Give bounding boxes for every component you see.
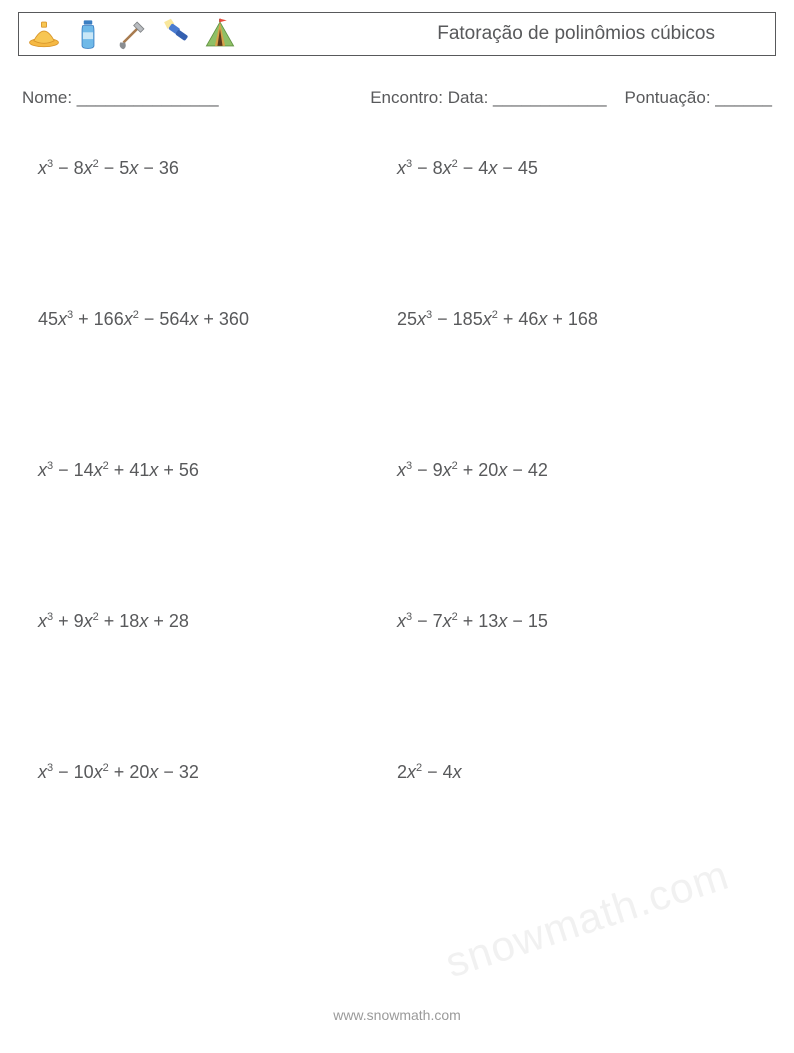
problem: x3 + 9x2 + 18x + 28 [38, 611, 397, 632]
problem: 25x3 − 185x2 + 46x + 168 [397, 309, 756, 330]
problem: 45x3 + 166x2 − 564x + 360 [38, 309, 397, 330]
date-field: Encontro: Data: ____________ [370, 88, 606, 108]
info-right: Encontro: Data: ____________ Pontuação: … [370, 88, 772, 108]
worksheet-title: Fatoração de polinômios cúbicos [437, 23, 755, 45]
problem-row: x3 − 14x2 + 41x + 56x3 − 9x2 + 20x − 42 [38, 460, 756, 481]
flashlight-icon [159, 17, 193, 51]
info-row: Nome: _______________ Encontro: Data: __… [22, 88, 772, 108]
problem: x3 − 8x2 − 4x − 45 [397, 158, 756, 179]
problem-row: x3 − 10x2 + 20x − 322x2 − 4x [38, 762, 756, 783]
problem: x3 − 9x2 + 20x − 42 [397, 460, 756, 481]
header-box: Fatoração de polinômios cúbicos [18, 12, 776, 56]
problem: x3 − 10x2 + 20x − 32 [38, 762, 397, 783]
score-field: Pontuação: ______ [625, 88, 772, 108]
name-field: Nome: _______________ [22, 88, 219, 108]
problem-row: 45x3 + 166x2 − 564x + 36025x3 − 185x2 + … [38, 309, 756, 330]
problem-row: x3 + 9x2 + 18x + 28x3 − 7x2 + 13x − 15 [38, 611, 756, 632]
bottle-icon [71, 17, 105, 51]
shovel-icon [115, 17, 149, 51]
problem-row: x3 − 8x2 − 5x − 36x3 − 8x2 − 4x − 45 [38, 158, 756, 179]
problem: x3 − 7x2 + 13x − 15 [397, 611, 756, 632]
tent-icon [203, 17, 237, 51]
problem: 2x2 − 4x [397, 762, 756, 783]
footer-url: www.snowmath.com [0, 1007, 794, 1023]
problem: x3 − 8x2 − 5x − 36 [38, 158, 397, 179]
icon-strip [27, 17, 237, 51]
watermark: snowmath.com [439, 851, 734, 988]
worksheet-page: Fatoração de polinômios cúbicos Nome: __… [0, 0, 794, 1053]
problems-grid: x3 − 8x2 − 5x − 36x3 − 8x2 − 4x − 45 45x3… [18, 158, 776, 783]
hat-icon [27, 17, 61, 51]
problem: x3 − 14x2 + 41x + 56 [38, 460, 397, 481]
